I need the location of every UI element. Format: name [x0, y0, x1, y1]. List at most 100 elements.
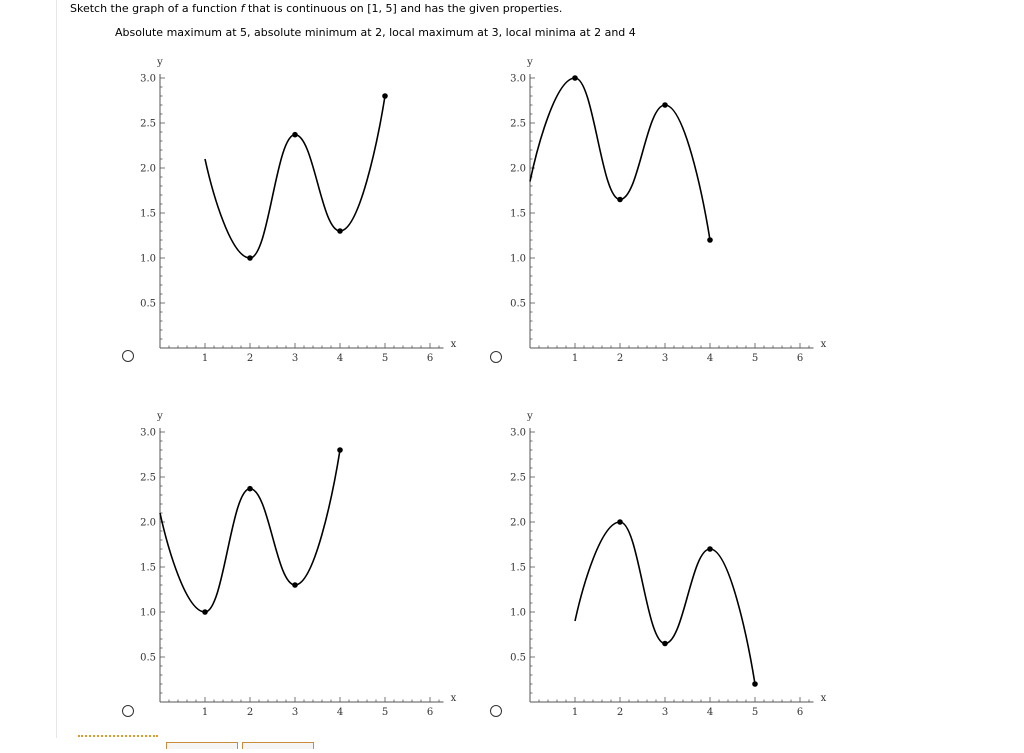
radio-choice-4[interactable]: [490, 705, 502, 717]
data-point: [617, 519, 623, 525]
data-point: [662, 640, 668, 647]
graph-choice-3: 1 2 3 4 5 6 0.5 1.0 1.5 2.0 2.5 3.0 x y: [140, 411, 457, 718]
series-curve: [159, 449, 341, 613]
x-tick-label: 1: [202, 707, 208, 718]
y-axis-title: y: [156, 57, 163, 68]
data-point: [752, 681, 758, 687]
x-axis-title: x: [451, 693, 457, 704]
truncated-link: [78, 735, 158, 740]
y-tick-label: 2.0: [510, 164, 526, 175]
question-prefix: Sketch the graph of a function: [70, 2, 241, 15]
data-point: [337, 447, 343, 453]
x-tick-label: 1: [572, 707, 578, 718]
y-tick-label: 1.0: [140, 254, 156, 265]
x-tick-label: 6: [797, 353, 803, 364]
x-tick-label: 4: [337, 707, 343, 718]
radio-choice-1[interactable]: [122, 350, 134, 362]
x-tick-label: 3: [292, 707, 298, 718]
data-point: [707, 546, 713, 552]
x-axis-title: x: [451, 339, 457, 350]
data-point: [662, 102, 668, 108]
x-tick-label: 1: [202, 353, 208, 364]
x-tick-label: 1: [572, 353, 578, 364]
question-suffix: that is continuous on [1, 5] and has the…: [244, 2, 563, 15]
x-tick-label: 5: [382, 707, 388, 718]
x-tick-label: 4: [707, 353, 713, 364]
y-tick-label: 0.5: [140, 653, 156, 664]
series-curve: [204, 95, 386, 259]
data-point: [617, 196, 623, 203]
graph-choice-1: 1 2 3 4 5 6 0.5 1.0 1.5 2.0 2.5 3.0 x y: [140, 57, 457, 364]
answer-choice-3: 1 2 3 4 5 6 0.5 1.0 1.5 2.0 2.5 3.0 x y: [118, 404, 458, 724]
graph-choice-4: 1 2 3 4 5 6 0.5 1.0 1.5 2.0 2.5 3.0 x y: [510, 411, 827, 718]
page-left-border: [56, 0, 57, 738]
y-tick-label: 1.0: [510, 254, 526, 265]
y-tick-label: 1.5: [140, 563, 156, 574]
axes: 1 2 3 4 5 6 0.5 1.0 1.5 2.0 2.5 3.0 x y: [510, 57, 827, 364]
x-axis-title: x: [821, 693, 827, 704]
x-tick-label: 5: [382, 353, 388, 364]
y-tick-label: 1.5: [140, 209, 156, 220]
data-point: [337, 228, 343, 234]
x-tick-label: 4: [707, 707, 713, 718]
button-strip: [166, 734, 318, 749]
axes: 1 2 3 4 5 6 0.5 1.0 1.5 2.0 2.5 3.0 x y: [510, 411, 827, 718]
x-tick-label: 4: [337, 353, 343, 364]
y-tick-label: 3.0: [510, 428, 526, 439]
y-tick-label: 0.5: [140, 299, 156, 310]
y-tick-label: 3.0: [140, 428, 156, 439]
y-tick-label: 2.5: [140, 119, 156, 130]
axes: 1 2 3 4 5 6 0.5 1.0 1.5 2.0 2.5 3.0 x y: [140, 411, 457, 718]
series-curve: [529, 77, 711, 241]
y-axis-title: y: [156, 411, 163, 422]
answer-choice-4: 1 2 3 4 5 6 0.5 1.0 1.5 2.0 2.5 3.0 x y: [488, 404, 828, 724]
x-tick-label: 6: [427, 707, 433, 718]
y-axis-title: y: [526, 57, 533, 68]
submit-button-partial[interactable]: [166, 742, 238, 749]
data-point: [247, 485, 253, 492]
y-tick-label: 1.0: [140, 608, 156, 619]
y-tick-label: 2.5: [510, 473, 526, 484]
radio-choice-2[interactable]: [490, 351, 502, 363]
x-tick-label: 3: [662, 353, 668, 364]
y-tick-label: 2.0: [140, 518, 156, 529]
y-tick-label: 0.5: [510, 653, 526, 664]
axes: 1 2 3 4 5 6 0.5 1.0 1.5 2.0 2.5 3.0 x y: [140, 57, 457, 364]
x-tick-label: 3: [292, 353, 298, 364]
y-tick-label: 2.5: [510, 119, 526, 130]
x-tick-label: 5: [752, 353, 758, 364]
y-tick-label: 1.5: [510, 209, 526, 220]
y-tick-label: 1.5: [510, 563, 526, 574]
graph-choice-2: 1 2 3 4 5 6 0.5 1.0 1.5 2.0 2.5 3.0 x y: [510, 57, 827, 364]
data-point: [247, 255, 253, 261]
answer-choice-2: 1 2 3 4 5 6 0.5 1.0 1.5 2.0 2.5 3.0 x y: [488, 50, 828, 370]
question-text: Sketch the graph of a function f that is…: [70, 2, 562, 15]
x-tick-label: 3: [662, 707, 668, 718]
properties-text: Absolute maximum at 5, absolute minimum …: [115, 26, 636, 39]
save-button-partial[interactable]: [242, 742, 314, 749]
radio-choice-3[interactable]: [122, 705, 134, 717]
y-tick-label: 2.0: [510, 518, 526, 529]
y-tick-label: 3.0: [140, 74, 156, 85]
data-point: [202, 609, 208, 615]
x-tick-label: 6: [427, 353, 433, 364]
y-tick-label: 2.5: [140, 473, 156, 484]
x-tick-label: 2: [617, 353, 623, 364]
x-tick-label: 5: [752, 707, 758, 718]
y-tick-label: 0.5: [510, 299, 526, 310]
data-point: [382, 93, 388, 99]
data-point: [707, 237, 713, 243]
y-tick-label: 3.0: [510, 74, 526, 85]
data-point: [572, 75, 578, 81]
data-point: [292, 131, 298, 138]
data-point: [292, 582, 298, 588]
series-curve: [574, 521, 756, 685]
x-tick-label: 2: [247, 353, 253, 364]
y-tick-label: 2.0: [140, 164, 156, 175]
function-variable: f: [240, 2, 245, 15]
answer-choice-1: 1 2 3 4 5 6 0.5 1.0 1.5 2.0 2.5 3.0 x y: [118, 50, 458, 370]
x-axis-title: x: [821, 339, 827, 350]
x-tick-label: 6: [797, 707, 803, 718]
x-tick-label: 2: [247, 707, 253, 718]
y-tick-label: 1.0: [510, 608, 526, 619]
